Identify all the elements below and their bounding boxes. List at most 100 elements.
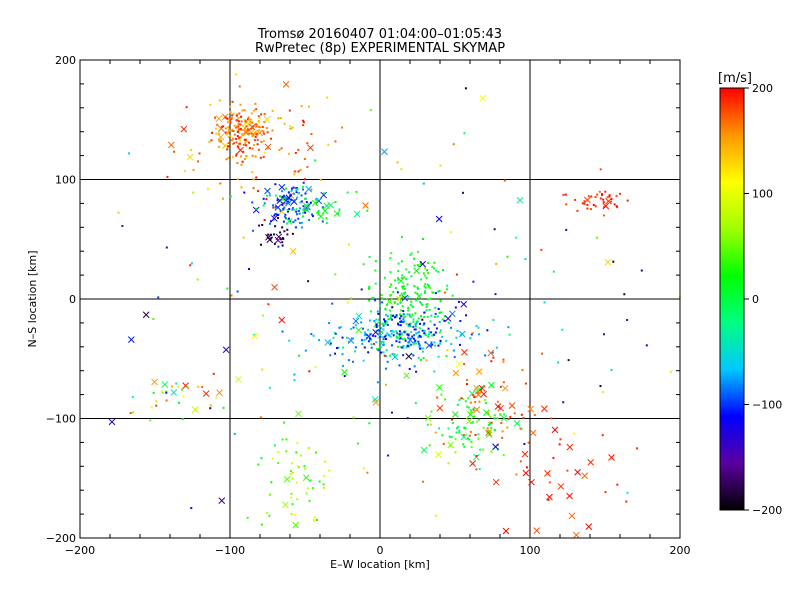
scatter-point: [210, 139, 213, 142]
scatter-point: [181, 418, 184, 421]
cross-stroke: [324, 339, 332, 346]
scatter-point: [287, 217, 290, 220]
scatter-point: [423, 329, 426, 332]
scatter-point: [236, 162, 239, 165]
scatter-cross-marker: [516, 196, 524, 204]
scatter-point: [246, 516, 249, 519]
scatter-point: [270, 233, 273, 236]
cross-stroke: [401, 294, 409, 302]
scatter-point: [443, 315, 446, 318]
scatter-point: [381, 322, 384, 325]
cross-stroke: [222, 346, 230, 354]
scatter-point: [506, 426, 509, 429]
scatter-cross-marker: [492, 443, 499, 451]
scatter-point: [252, 178, 255, 181]
scatter-point: [268, 386, 271, 389]
scatter-point: [377, 329, 380, 332]
cross-stroke: [557, 483, 565, 490]
cross-stroke: [305, 185, 313, 193]
scatter-point: [421, 350, 424, 353]
scatter-point: [260, 140, 263, 143]
scatter-point: [306, 165, 309, 168]
cross-stroke: [372, 328, 380, 336]
scatter-point: [390, 411, 393, 414]
scatter-point: [426, 302, 429, 305]
scatter-point: [319, 178, 322, 181]
scatter-point: [415, 332, 418, 335]
scatter-point: [608, 194, 611, 197]
scatter-point: [515, 473, 518, 476]
scatter-point: [240, 115, 243, 118]
scatter-cross-marker: [352, 317, 360, 325]
scatter-point: [586, 207, 589, 210]
scatter-point: [427, 272, 430, 275]
cross-stroke: [485, 431, 493, 438]
scatter-point: [246, 124, 249, 127]
scatter-point: [396, 336, 399, 339]
scatter-point: [262, 139, 265, 142]
scatter-point: [352, 326, 355, 329]
scatter-point: [267, 233, 270, 236]
scatter-point: [283, 206, 286, 209]
cross-stroke: [333, 210, 341, 217]
scatter-point: [471, 332, 474, 335]
scatter-point: [286, 208, 289, 211]
scatter-cross-marker: [237, 146, 244, 154]
scatter-point: [383, 354, 386, 357]
scatter-point: [257, 119, 260, 122]
scatter-point: [331, 302, 334, 305]
scatter-cross-marker: [566, 443, 574, 451]
scatter-point: [235, 141, 238, 144]
scatter-cross-marker: [465, 417, 473, 425]
scatter-point: [602, 198, 605, 201]
scatter-point: [438, 331, 441, 334]
scatter-point: [297, 170, 300, 173]
scatter-point: [565, 203, 568, 206]
scatter-cross-marker: [289, 248, 297, 255]
scatter-cross-marker: [381, 148, 388, 156]
scatter-point: [385, 303, 388, 306]
scatter-point: [289, 127, 292, 130]
scatter-point: [239, 123, 242, 126]
scatter-point: [421, 329, 424, 332]
scatter-point: [281, 241, 284, 244]
scatter-point: [403, 337, 406, 340]
scatter-point: [232, 142, 235, 145]
scatter-cross-marker: [419, 260, 427, 268]
colorbar-tick-label: 200: [752, 82, 773, 95]
cross-stroke: [469, 460, 477, 467]
scatter-point: [247, 141, 250, 144]
scatter-point: [283, 202, 286, 205]
scatter-point: [282, 207, 285, 210]
scatter-point: [390, 332, 393, 335]
cross-stroke: [473, 453, 480, 461]
scatter-point: [451, 294, 454, 297]
cross-stroke: [283, 476, 291, 483]
scatter-point: [389, 354, 392, 357]
scatter-point: [245, 125, 248, 128]
scatter-point: [308, 105, 311, 108]
scatter-cross-marker: [127, 336, 135, 344]
scatter-point: [412, 325, 415, 328]
cross-stroke: [492, 443, 499, 451]
scatter-point: [297, 209, 300, 212]
scatter-point: [165, 399, 168, 402]
scatter-point: [242, 236, 245, 239]
scatter-cross-marker: [473, 384, 480, 392]
scatter-point: [420, 302, 423, 305]
scatter-point: [399, 320, 402, 323]
scatter-point: [606, 196, 609, 199]
scatter-point: [445, 288, 448, 291]
scatter-cross-marker: [355, 326, 363, 334]
scatter-point: [524, 258, 527, 261]
scatter-point: [375, 324, 378, 327]
scatter-point: [253, 131, 256, 134]
cross-stroke: [397, 277, 405, 285]
scatter-point: [232, 130, 235, 133]
scatter-point: [462, 433, 465, 436]
scatter-point: [241, 160, 244, 163]
scatter-point: [379, 346, 382, 349]
cross-stroke: [285, 194, 293, 202]
scatter-cross-marker: [458, 330, 466, 338]
scatter-point: [286, 202, 289, 205]
